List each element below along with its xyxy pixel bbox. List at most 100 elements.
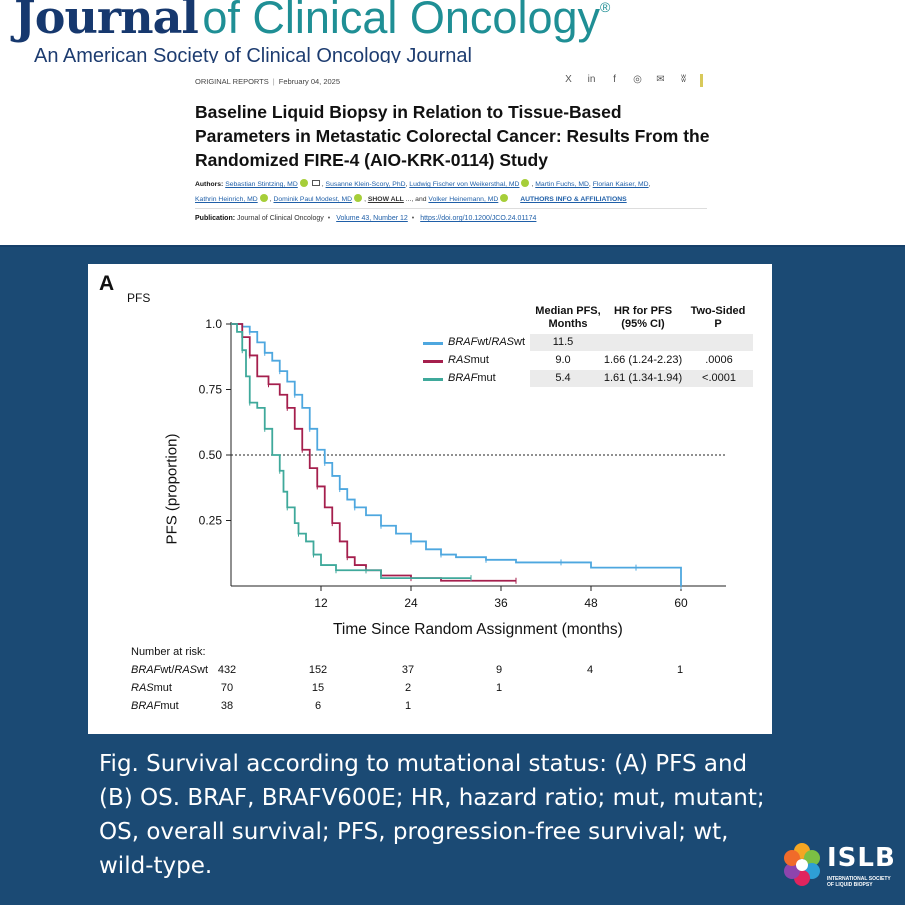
wechat-icon[interactable]: ◎	[633, 74, 642, 85]
panel-letter: A	[99, 272, 115, 295]
panel-title: PFS	[127, 291, 151, 305]
linkedin-icon[interactable]: in	[587, 74, 596, 85]
legend-median: 11.5	[552, 336, 574, 348]
x-tick-label: 36	[494, 596, 508, 610]
risk-row: BRAFmut 38 6 1	[88, 700, 772, 716]
article-meta: ORIGINAL REPORTS | February 04, 2025	[195, 77, 341, 86]
altmetric-badge[interactable]	[700, 74, 703, 87]
legend-hr: 1.61 (1.34-1.94)	[603, 372, 683, 384]
risk-value: 2	[404, 682, 412, 694]
risk-row-label: BRAFmut	[131, 700, 179, 712]
risk-row: BRAFwt/RASwt 432 152 37 9 4 1	[88, 664, 772, 680]
author-link[interactable]: Susanne Klein-Scory, PhD	[325, 181, 406, 188]
orcid-icon[interactable]	[299, 179, 308, 187]
author-link[interactable]: Kathrin Heinrich, MD	[195, 196, 258, 203]
risk-row-label: RASmut	[131, 682, 172, 694]
author-list: Authors: Sebastian Stintzing, MD, Susann…	[195, 179, 651, 203]
author-link[interactable]: Dominik Paul Modest, MD	[273, 196, 353, 203]
legend-header-median: Median PFS, Months	[528, 305, 608, 331]
author-link[interactable]: Ludwig Fischer von Weikersthal, MD	[409, 181, 520, 188]
risk-value: 6	[314, 700, 322, 712]
y-tick-label: 1.0	[205, 317, 222, 331]
risk-table-title: Number at risk:	[131, 646, 206, 658]
journal-logo[interactable]: Journal of Clinical Oncology®	[14, 0, 610, 40]
registered-mark: ®	[600, 0, 611, 15]
legend-header-hr-text: HR for PFS (95% CI)	[613, 305, 673, 330]
legend-series-name: BRAFmut	[448, 372, 496, 384]
legend-header-p: Two-Sided P	[678, 305, 758, 331]
islb-logo-subtext: INTERNATIONAL SOCIETY OF LIQUID BIOPSY	[827, 876, 891, 888]
legend-swatch	[423, 342, 443, 345]
y-tick-label: 0.50	[199, 448, 223, 462]
x-icon[interactable]: X	[565, 74, 572, 85]
journal-subtitle: An American Society of Clinical Oncology…	[34, 45, 472, 63]
article-type: ORIGINAL REPORTS	[195, 77, 269, 86]
risk-row-label: BRAFwt/RASwt	[131, 664, 209, 676]
risk-value: 152	[308, 664, 328, 676]
journal-title-light: of Clinical Oncology	[202, 0, 600, 43]
facebook-icon[interactable]: f	[613, 74, 616, 85]
email-author-icon[interactable]	[311, 180, 320, 186]
show-all-authors[interactable]: SHOW ALL	[367, 196, 404, 203]
x-tick-label: 12	[314, 596, 328, 610]
share-bar: X in f ◎ ✉ ʬ	[562, 74, 703, 87]
divider	[195, 208, 707, 209]
article-header: Journal of Clinical Oncology® An America…	[0, 0, 905, 247]
x-tick-label: 48	[584, 596, 598, 610]
risk-value: 15	[311, 682, 325, 694]
figure-caption: Fig. Survival according to mutational st…	[99, 751, 765, 879]
legend-header-median-text: Median PFS, Months	[535, 305, 601, 330]
authors-info-link[interactable]: AUTHORS INFO & AFFILIATIONS	[520, 196, 627, 203]
legend-row: BRAFwt/RASwt 11.5	[418, 334, 753, 351]
orcid-icon[interactable]	[500, 194, 509, 202]
legend-median: 9.0	[555, 354, 571, 366]
legend-hr: 1.66 (1.24-2.23)	[603, 354, 683, 366]
publication-label: Publication:	[195, 215, 236, 222]
article-date: February 04, 2025	[278, 77, 341, 86]
volume-link[interactable]: Volume 43, Number 12	[336, 215, 408, 222]
islb-flower-icon	[784, 843, 820, 886]
author-link[interactable]: Sebastian Stintzing, MD	[225, 181, 298, 188]
risk-value: 38	[220, 700, 234, 712]
orcid-icon[interactable]	[521, 179, 530, 187]
bluesky-icon[interactable]: ʬ	[681, 74, 686, 85]
journal-title-bold: Journal	[14, 0, 199, 44]
legend-series-name: RASmut	[448, 354, 489, 366]
x-tick-label: 24	[404, 596, 418, 610]
legend-p: <.0001	[702, 372, 736, 384]
authors-ellipsis: ..., and	[405, 196, 427, 203]
legend-swatch	[423, 360, 443, 363]
risk-value: 4	[586, 664, 594, 676]
orcid-icon[interactable]	[354, 194, 363, 202]
legend-p: .0006	[705, 354, 733, 366]
risk-table: Number at risk: BRAFwt/RASwt 432 152 37 …	[88, 644, 772, 734]
author-link[interactable]: Volker Heinemann, MD	[428, 196, 499, 203]
legend-row: RASmut 9.0 1.66 (1.24-2.23) .0006	[418, 352, 753, 369]
risk-value: 1	[676, 664, 684, 676]
legend-swatch	[423, 378, 443, 381]
risk-value: 9	[495, 664, 503, 676]
author-link[interactable]: Florian Kaiser, MD	[592, 181, 649, 188]
risk-value: 432	[217, 664, 237, 676]
km-chart: 0.25 0.50 0.75 1.0 12 24 36 48 60	[199, 317, 726, 610]
y-tick-label: 0.75	[199, 383, 223, 397]
legend-median: 5.4	[555, 372, 571, 384]
legend-shade	[530, 370, 753, 387]
publication-info: Publication: Journal of Clinical Oncolog…	[195, 215, 537, 222]
orcid-icon[interactable]	[259, 194, 268, 202]
legend-header-hr: HR for PFS (95% CI)	[598, 305, 688, 331]
doi-link[interactable]: https://doi.org/10.1200/JCO.24.01174	[420, 215, 537, 222]
x-tick-label: 60	[674, 596, 688, 610]
publication-name: Journal of Clinical Oncology	[237, 215, 324, 222]
islb-logo-text: ISLB	[827, 843, 896, 873]
survival-curve	[231, 323, 471, 580]
islb-logo: ISLB INTERNATIONAL SOCIETY OF LIQUID BIO…	[779, 838, 897, 892]
legend-series-name: BRAFwt/RASwt	[448, 336, 526, 348]
km-figure: 0.25 0.50 0.75 1.0 12 24 36 48 60 A PFS PFS (pro…	[88, 264, 772, 734]
author-link[interactable]: Martin Fuchs, MD	[535, 181, 589, 188]
legend-row: BRAFmut 5.4 1.61 (1.34-1.94) <.0001	[418, 370, 753, 387]
article-title: Baseline Liquid Biopsy in Relation to Ti…	[195, 102, 710, 170]
y-tick-label: 0.25	[199, 514, 223, 528]
risk-value: 1	[404, 700, 412, 712]
email-icon[interactable]: ✉	[656, 74, 665, 85]
